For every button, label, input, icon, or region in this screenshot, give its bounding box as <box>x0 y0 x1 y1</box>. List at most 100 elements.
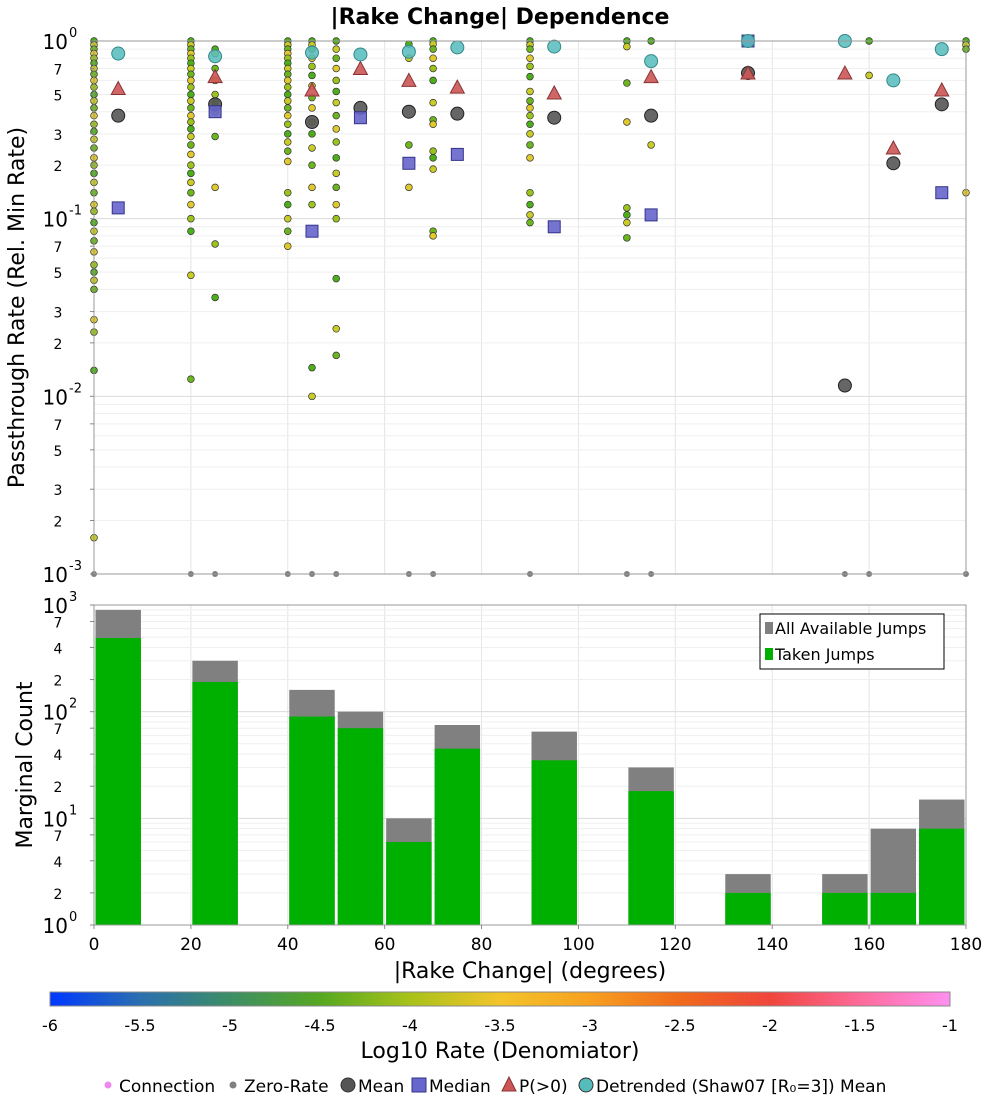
y-tick-label: 10 <box>43 914 68 938</box>
histogram-legend: All Available Jumps Taken Jumps <box>759 613 945 670</box>
detrended-mean-point <box>401 44 416 59</box>
y-tick-label: 10 <box>43 563 68 587</box>
y-tick-exponent: -2 <box>69 381 82 396</box>
y-tick-exponent: 3 <box>69 590 77 605</box>
p-gt-0-point <box>207 68 223 84</box>
legend-label-all-available: All Available Jumps <box>775 619 926 638</box>
connection-point <box>332 138 340 146</box>
mean-point <box>837 378 852 393</box>
y-tick-label: 4 <box>54 748 63 764</box>
median-point <box>305 224 319 238</box>
connection-point <box>284 214 292 223</box>
connection-point <box>284 70 292 78</box>
connection-point <box>284 111 292 120</box>
mean-point <box>111 108 126 123</box>
connection-point <box>284 97 292 105</box>
y-tick-label: 3 <box>54 306 63 322</box>
detrended-mean-point <box>450 40 465 55</box>
connection-point <box>623 204 631 212</box>
p-gt-0-point <box>740 65 756 80</box>
histogram-y-axis-label: Marginal Count <box>13 681 38 848</box>
connection-point <box>405 183 413 192</box>
connection-point <box>526 141 534 149</box>
connection-point <box>332 351 340 360</box>
scatter-marks <box>90 34 970 577</box>
p-gt-0-point <box>304 81 320 97</box>
connection-point <box>284 76 292 85</box>
bar-taken <box>822 892 868 925</box>
connection-point <box>332 45 340 53</box>
mean-point <box>886 156 901 171</box>
legend-symbol <box>340 1077 356 1093</box>
colorbar-tick-label: -4.5 <box>304 1016 335 1035</box>
y-tick-label: 4 <box>54 855 63 871</box>
detrended-mean-point <box>886 73 901 88</box>
connection-point <box>187 141 195 149</box>
connection-point <box>332 125 340 133</box>
connection-point <box>308 200 316 209</box>
connection-point <box>284 104 292 112</box>
connection-point <box>308 130 316 138</box>
connection-point <box>187 271 195 280</box>
connection-point <box>526 188 534 197</box>
detrended-mean-point <box>305 45 319 60</box>
connection-point <box>187 169 195 178</box>
connection-point <box>308 104 316 112</box>
connection-point <box>332 200 340 209</box>
median-point <box>111 201 125 215</box>
connection-point <box>623 42 631 51</box>
colorbar-tick-label: -5 <box>222 1016 238 1035</box>
connection-point <box>526 211 534 219</box>
y-tick-exponent: 1 <box>69 803 77 818</box>
x-tick-label: 180 <box>950 935 982 955</box>
p-gt-0-point <box>401 72 417 87</box>
median-point <box>208 105 222 119</box>
histogram-legend-box <box>759 613 945 670</box>
mean-point <box>934 97 949 112</box>
detrended-mean-point <box>208 49 223 64</box>
connection-point <box>429 76 437 85</box>
median-point <box>644 208 658 222</box>
connection-point <box>526 104 534 112</box>
connection-point <box>526 62 534 71</box>
colorbar-tick-label: -2 <box>762 1016 778 1035</box>
connection-point <box>284 227 292 235</box>
detrended-mean-point <box>353 47 368 62</box>
p-gt-0-point <box>643 68 659 84</box>
colorbar: -6 -5.5 -5 -4.5 -4 -3.5 -3 -2.5 -2 -1.5 -1 Log10 R… <box>42 991 958 1064</box>
connection-point <box>308 62 316 71</box>
connection-point <box>623 218 631 227</box>
connection-point <box>187 227 195 235</box>
colorbar-tick-label: -3.5 <box>484 1016 515 1035</box>
connection-point <box>332 111 340 120</box>
x-axis-label: |Rake Change| (degrees) <box>394 959 667 984</box>
connection-point <box>332 325 340 333</box>
connection-point <box>429 54 437 62</box>
detrended-mean-point <box>644 54 659 69</box>
connection-point <box>332 154 340 162</box>
y-tick-label: 3 <box>54 128 63 144</box>
median-point <box>547 220 561 234</box>
legend-label-taken: Taken Jumps <box>774 645 875 664</box>
histogram-frame <box>93 604 967 926</box>
scatter-y-axis-label: Passthrough Rate (Rel. Min Rate) <box>5 127 30 488</box>
p-gt-0-point <box>933 81 950 97</box>
p-gt-0-point <box>546 84 563 100</box>
connection-point <box>187 118 195 126</box>
bar-taken <box>434 748 481 925</box>
y-tick-exponent: 0 <box>69 26 77 41</box>
bar-taken <box>628 791 674 925</box>
bar-taken <box>870 892 917 925</box>
connection-point <box>429 64 437 73</box>
colorbar-label: Log10 Rate (Denomiator) <box>361 1039 640 1064</box>
connection-point <box>429 165 437 173</box>
connection-point <box>284 188 292 197</box>
detrended-mean-point <box>934 42 949 57</box>
x-tick-label: 120 <box>659 935 691 955</box>
connection-point <box>187 70 195 78</box>
connection-point <box>187 132 195 141</box>
y-tick-label: 2 <box>54 159 63 175</box>
x-tick-label: 160 <box>853 935 885 955</box>
